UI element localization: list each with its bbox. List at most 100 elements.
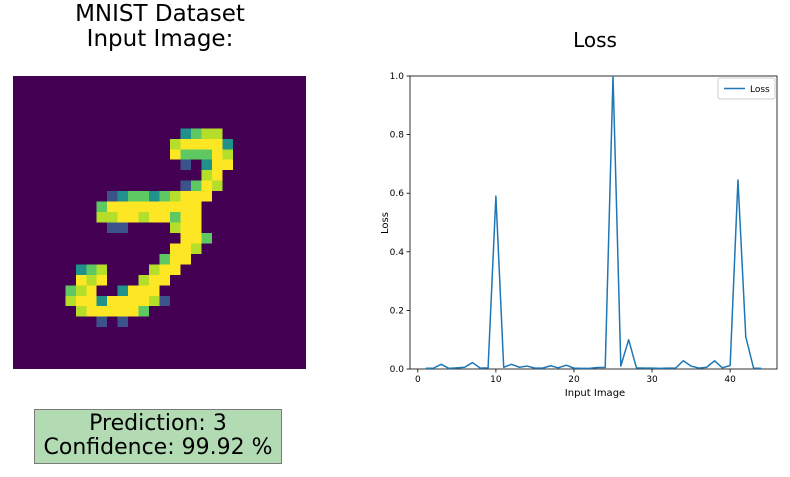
y-tick-label: 0.2	[390, 306, 404, 316]
image-pixel	[149, 191, 160, 202]
legend-label: Loss	[750, 85, 770, 95]
image-pixel	[180, 232, 191, 244]
image-pixel	[201, 170, 212, 181]
legend: Loss	[717, 77, 776, 100]
confidence-label: Confidence: 99.92 %	[43, 435, 273, 460]
image-pixel	[180, 149, 191, 160]
image-pixel	[138, 191, 150, 202]
image-pixel	[138, 306, 150, 317]
image-pixel	[159, 295, 170, 307]
image-pixel	[190, 149, 202, 160]
prediction-box: Prediction: 3 Confidence: 99.92 %	[34, 409, 282, 464]
image-pixel	[211, 138, 223, 150]
image-pixel	[128, 201, 139, 213]
image-pixel	[65, 295, 76, 307]
image-pixel	[169, 253, 181, 265]
image-pixel	[180, 212, 191, 223]
image-pixel	[201, 128, 212, 139]
y-axis-label: Loss	[380, 212, 391, 234]
image-pixel	[107, 201, 118, 213]
image-pixel	[86, 285, 97, 296]
image-pixel	[190, 201, 202, 213]
image-pixel	[190, 243, 202, 254]
image-pixel	[201, 232, 212, 244]
image-pixel	[107, 191, 118, 202]
image-pixel	[190, 212, 202, 223]
image-pixel	[201, 149, 212, 160]
image-pixel	[149, 285, 160, 296]
image-pixel	[65, 285, 76, 296]
image-pixel	[138, 212, 150, 223]
image-pixel	[180, 180, 191, 192]
image-pixel	[138, 295, 150, 307]
image-pixel	[86, 274, 97, 286]
image-pixel	[180, 201, 191, 213]
image-pixel	[169, 138, 181, 150]
title-line-2: Input Image:	[86, 26, 234, 52]
image-pixel	[211, 180, 223, 192]
image-pixel	[190, 180, 202, 192]
image-pixel	[75, 264, 87, 275]
image-pixel	[117, 222, 129, 233]
image-pixel	[107, 222, 118, 233]
image-pixel	[222, 138, 233, 150]
y-tick-label: 0.0	[390, 365, 405, 375]
image-pixel	[159, 264, 170, 275]
image-pixel	[138, 201, 150, 213]
loss-line	[425, 75, 762, 370]
image-pixel	[96, 316, 108, 328]
prediction-label: Prediction: 3	[89, 411, 227, 436]
image-pixel	[211, 159, 223, 171]
image-pixel	[180, 138, 191, 150]
y-tick-label: 0.6	[390, 189, 405, 199]
image-pixel	[169, 222, 181, 233]
image-pixel	[128, 285, 139, 296]
image-pixel	[117, 201, 129, 213]
x-tick-label: 20	[568, 375, 580, 385]
image-pixel	[211, 149, 223, 160]
loss-chart: Loss 0 10 20 30 40 0.0 0.2 0.4 0.6 0.8 1.0 Input I…	[380, 28, 778, 399]
image-pixel	[117, 191, 129, 202]
image-pixel	[180, 243, 191, 254]
image-pixel	[75, 285, 87, 296]
legend-box	[717, 77, 776, 100]
image-pixel	[201, 159, 212, 171]
image-pixel	[190, 222, 202, 233]
image-pixel	[107, 295, 118, 307]
chart-axes: 0 10 20 30 40 0.0 0.2 0.4 0.6 0.8 1.0	[390, 72, 778, 385]
x-tick-label: 40	[724, 375, 736, 385]
title-line-1: MNIST Dataset	[75, 1, 245, 27]
image-pixel	[159, 212, 170, 223]
image-pixel	[149, 264, 160, 275]
plot-frame	[409, 75, 778, 370]
image-pixel	[190, 128, 202, 139]
image-pixel	[149, 274, 160, 286]
image-pixel	[190, 191, 202, 202]
image-pixel	[159, 191, 170, 202]
image-pixel	[117, 295, 129, 307]
image-pixel	[107, 306, 118, 317]
chart-title: Loss	[573, 28, 617, 52]
image-pixel	[180, 128, 191, 139]
image-pixel	[190, 232, 202, 244]
x-axis-label: Input Image	[565, 388, 625, 399]
image-pixel	[149, 201, 160, 213]
image-pixel	[169, 264, 181, 275]
image-pixel	[96, 201, 108, 213]
image-pixel	[169, 149, 181, 160]
image-pixel	[75, 306, 87, 317]
x-tick-label: 10	[490, 375, 502, 385]
image-pixel	[169, 191, 181, 202]
image-pixel	[96, 274, 108, 286]
image-pixel	[86, 306, 97, 317]
image-pixel	[117, 306, 129, 317]
image-pixel	[75, 295, 87, 307]
image-pixel	[107, 212, 118, 223]
image-pixel	[180, 191, 191, 202]
image-pixel	[222, 149, 233, 160]
image-pixel	[169, 212, 181, 223]
image-pixel	[190, 138, 202, 150]
image-pixel	[222, 159, 233, 171]
image-pixel	[201, 180, 212, 192]
image-pixel	[149, 212, 160, 223]
